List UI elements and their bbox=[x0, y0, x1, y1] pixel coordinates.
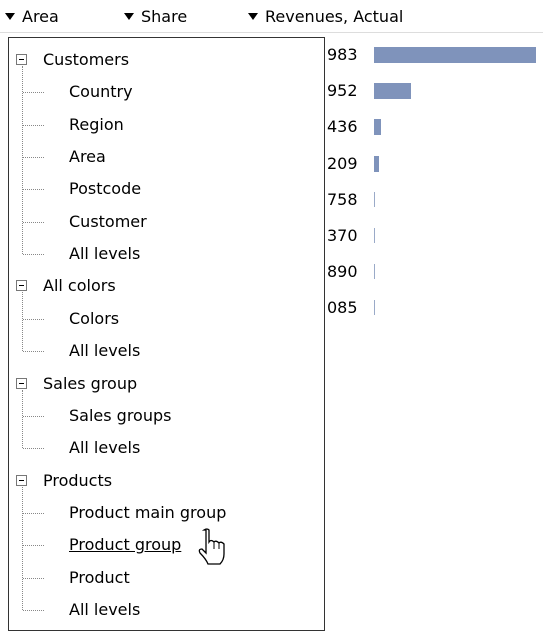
menu-item[interactable]: All levels bbox=[69, 599, 141, 619]
tree-line bbox=[22, 486, 23, 610]
menu-item[interactable]: Country bbox=[69, 82, 133, 102]
tree-branch bbox=[23, 448, 44, 450]
bar bbox=[374, 83, 411, 100]
dropdown-menu: Customers Country Region Area Postcode Custom… bbox=[8, 37, 325, 631]
cell-value: 436 bbox=[327, 117, 358, 137]
menu-item[interactable]: Colors bbox=[69, 308, 120, 328]
minus bbox=[19, 59, 24, 60]
tree-branch bbox=[23, 221, 44, 223]
menu-item[interactable]: Customer bbox=[69, 211, 147, 231]
column-label: Share bbox=[141, 7, 188, 26]
cell-value: 983 bbox=[327, 45, 358, 64]
dropdown-arrow bbox=[5, 13, 15, 20]
menu-item[interactable]: Postcode bbox=[69, 179, 142, 199]
tree-branch bbox=[23, 124, 44, 126]
menu-item[interactable]: Region bbox=[69, 114, 124, 134]
tree-branch bbox=[23, 577, 44, 579]
column-header[interactable]: Share bbox=[124, 6, 187, 28]
collapse-box[interactable] bbox=[16, 280, 27, 292]
cell-value: 952 bbox=[327, 81, 358, 101]
minus bbox=[19, 479, 24, 481]
menu-item[interactable]: Sales groups bbox=[69, 405, 172, 425]
tree-branch bbox=[23, 415, 44, 417]
collapse-box[interactable] bbox=[16, 54, 27, 65]
tree-branch bbox=[23, 545, 44, 547]
cell-value: 370 bbox=[327, 226, 358, 245]
menu-item[interactable]: All levels bbox=[69, 341, 141, 361]
bar bbox=[374, 264, 375, 280]
bar bbox=[374, 228, 375, 243]
collapse-box[interactable] bbox=[16, 474, 27, 486]
tree-line bbox=[22, 389, 23, 449]
menu-item[interactable]: Product bbox=[69, 567, 130, 587]
tree-branch bbox=[23, 351, 44, 353]
tree-line bbox=[22, 292, 23, 352]
group-label[interactable]: Customers bbox=[43, 50, 130, 69]
menu-item[interactable]: Area bbox=[69, 147, 106, 167]
collapse-box[interactable] bbox=[16, 377, 27, 389]
minus bbox=[19, 285, 24, 287]
tree-line bbox=[22, 66, 23, 255]
bar bbox=[374, 119, 381, 136]
menu-item[interactable]: Product main group bbox=[69, 502, 227, 522]
cell-value: 085 bbox=[327, 298, 358, 318]
hand-cursor bbox=[198, 528, 225, 565]
tree-branch bbox=[23, 609, 44, 611]
cell-value: 758 bbox=[327, 189, 358, 209]
group-label[interactable]: All colors bbox=[43, 276, 116, 296]
dropdown-arrow bbox=[124, 13, 134, 20]
bar bbox=[374, 47, 536, 63]
tree-branch bbox=[23, 189, 44, 191]
menu-item[interactable]: Product group bbox=[69, 535, 182, 555]
tree-branch bbox=[23, 92, 44, 94]
menu-item[interactable]: All levels bbox=[69, 438, 141, 458]
cell-value: 209 bbox=[327, 153, 358, 173]
group-label[interactable]: Sales group bbox=[43, 373, 138, 393]
header-rule bbox=[0, 32, 543, 33]
column-header[interactable]: Area bbox=[5, 6, 59, 28]
bar bbox=[374, 155, 379, 172]
column-header[interactable]: Revenues, Actual bbox=[248, 6, 403, 28]
column-label: Area bbox=[22, 7, 59, 26]
cell-value: 890 bbox=[327, 262, 358, 282]
tree-branch bbox=[23, 157, 44, 159]
group-label[interactable]: Products bbox=[43, 470, 113, 490]
tree-branch bbox=[23, 318, 44, 320]
tree-branch bbox=[23, 254, 44, 256]
tree-branch bbox=[23, 512, 44, 514]
dropdown-arrow bbox=[248, 13, 258, 20]
minus bbox=[19, 382, 24, 384]
column-label: Revenues, Actual bbox=[265, 7, 404, 26]
bar bbox=[374, 191, 375, 207]
bar bbox=[374, 300, 375, 316]
menu-item[interactable]: All levels bbox=[69, 244, 141, 264]
